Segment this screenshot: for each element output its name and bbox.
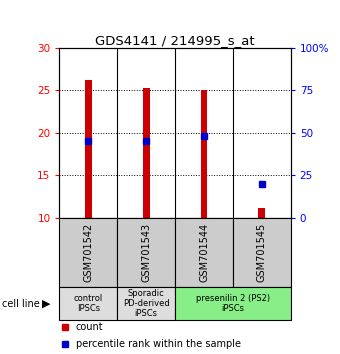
Bar xyxy=(117,218,175,287)
Title: GDS4141 / 214995_s_at: GDS4141 / 214995_s_at xyxy=(95,34,255,47)
Text: presenilin 2 (PS2)
iPSCs: presenilin 2 (PS2) iPSCs xyxy=(196,294,270,313)
Text: GSM701542: GSM701542 xyxy=(83,223,94,282)
Bar xyxy=(175,287,291,320)
Bar xyxy=(117,287,175,320)
Text: Sporadic
PD-derived
iPSCs: Sporadic PD-derived iPSCs xyxy=(123,289,170,319)
Bar xyxy=(85,80,92,218)
Bar xyxy=(143,88,150,218)
Bar xyxy=(59,287,117,320)
Text: GSM701544: GSM701544 xyxy=(199,223,209,282)
Bar xyxy=(233,218,291,287)
Bar xyxy=(175,218,233,287)
Bar xyxy=(201,90,207,218)
Text: percentile rank within the sample: percentile rank within the sample xyxy=(76,339,241,349)
Text: control
IPSCs: control IPSCs xyxy=(74,294,103,313)
Bar xyxy=(59,218,117,287)
Text: count: count xyxy=(76,322,103,332)
Text: GSM701543: GSM701543 xyxy=(141,223,151,282)
Text: GSM701545: GSM701545 xyxy=(257,223,267,282)
Bar xyxy=(258,207,265,218)
Text: cell line: cell line xyxy=(2,298,39,309)
Text: ▶: ▶ xyxy=(41,298,50,309)
